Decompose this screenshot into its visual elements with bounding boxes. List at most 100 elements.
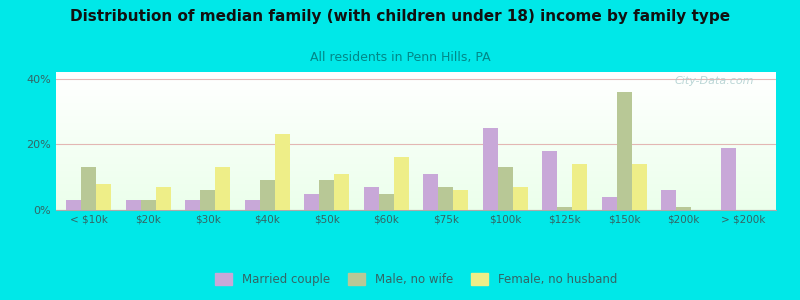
Bar	[558, 207, 572, 210]
Bar	[56, 113, 776, 114]
Bar	[96, 184, 111, 210]
Bar	[56, 145, 776, 146]
Bar	[274, 134, 290, 210]
Bar	[56, 105, 776, 106]
Text: All residents in Penn Hills, PA: All residents in Penn Hills, PA	[310, 51, 490, 64]
Bar	[453, 190, 468, 210]
Bar	[56, 83, 776, 84]
Bar	[56, 150, 776, 151]
Bar	[662, 190, 676, 210]
Bar	[56, 139, 776, 140]
Bar	[56, 111, 776, 112]
Bar	[56, 178, 776, 179]
Bar	[56, 141, 776, 142]
Bar	[56, 170, 776, 171]
Bar	[56, 102, 776, 103]
Bar	[56, 173, 776, 174]
Bar	[56, 167, 776, 168]
Bar	[56, 179, 776, 180]
Bar	[56, 207, 776, 208]
Bar	[56, 195, 776, 196]
Bar	[56, 184, 776, 185]
Bar	[56, 206, 776, 207]
Bar	[394, 158, 409, 210]
Bar	[56, 183, 776, 184]
Bar	[56, 194, 776, 195]
Bar	[513, 187, 527, 210]
Bar	[56, 90, 776, 91]
Bar	[56, 188, 776, 189]
Bar	[56, 142, 776, 143]
Bar	[56, 116, 776, 117]
Bar	[56, 129, 776, 130]
Bar	[56, 135, 776, 136]
Bar	[617, 92, 632, 210]
Bar	[56, 79, 776, 80]
Bar	[245, 200, 260, 210]
Bar	[56, 164, 776, 165]
Bar	[56, 85, 776, 86]
Bar	[572, 164, 587, 210]
Bar	[56, 201, 776, 202]
Bar	[56, 182, 776, 183]
Bar	[56, 146, 776, 147]
Bar	[56, 114, 776, 115]
Bar	[56, 84, 776, 85]
Bar	[56, 198, 776, 199]
Bar	[56, 81, 776, 82]
Bar	[56, 191, 776, 192]
Bar	[56, 169, 776, 170]
Bar	[56, 96, 776, 97]
Bar	[56, 137, 776, 138]
Bar	[56, 130, 776, 131]
Bar	[305, 194, 319, 210]
Bar	[56, 147, 776, 148]
Bar	[379, 194, 394, 210]
Bar	[56, 159, 776, 160]
Bar	[56, 131, 776, 132]
Bar	[56, 118, 776, 119]
Bar	[56, 155, 776, 156]
Bar	[56, 192, 776, 193]
Bar	[56, 208, 776, 209]
Bar	[56, 124, 776, 125]
Bar	[126, 200, 141, 210]
Bar	[56, 156, 776, 157]
Bar	[498, 167, 513, 210]
Bar	[56, 82, 776, 83]
Bar	[141, 200, 156, 210]
Bar	[56, 92, 776, 93]
Bar	[56, 136, 776, 137]
Bar	[56, 132, 776, 133]
Bar	[56, 86, 776, 87]
Bar	[215, 167, 230, 210]
Bar	[56, 189, 776, 190]
Bar	[56, 103, 776, 104]
Bar	[56, 87, 776, 88]
Bar	[56, 89, 776, 90]
Bar	[56, 197, 776, 198]
Bar	[82, 167, 96, 210]
Bar	[56, 101, 776, 102]
Bar	[721, 148, 736, 210]
Bar	[56, 117, 776, 118]
Bar	[56, 120, 776, 121]
Bar	[56, 104, 776, 105]
Bar	[56, 149, 776, 150]
Bar	[56, 97, 776, 98]
Bar	[56, 152, 776, 153]
Bar	[56, 99, 776, 100]
Bar	[56, 77, 776, 78]
Bar	[56, 176, 776, 177]
Bar	[56, 108, 776, 109]
Bar	[56, 204, 776, 205]
Bar	[56, 180, 776, 181]
Bar	[186, 200, 200, 210]
Bar	[632, 164, 646, 210]
Bar	[56, 134, 776, 135]
Bar	[56, 140, 776, 141]
Bar	[676, 207, 691, 210]
Bar	[56, 165, 776, 166]
Bar	[423, 174, 438, 210]
Bar	[56, 185, 776, 186]
